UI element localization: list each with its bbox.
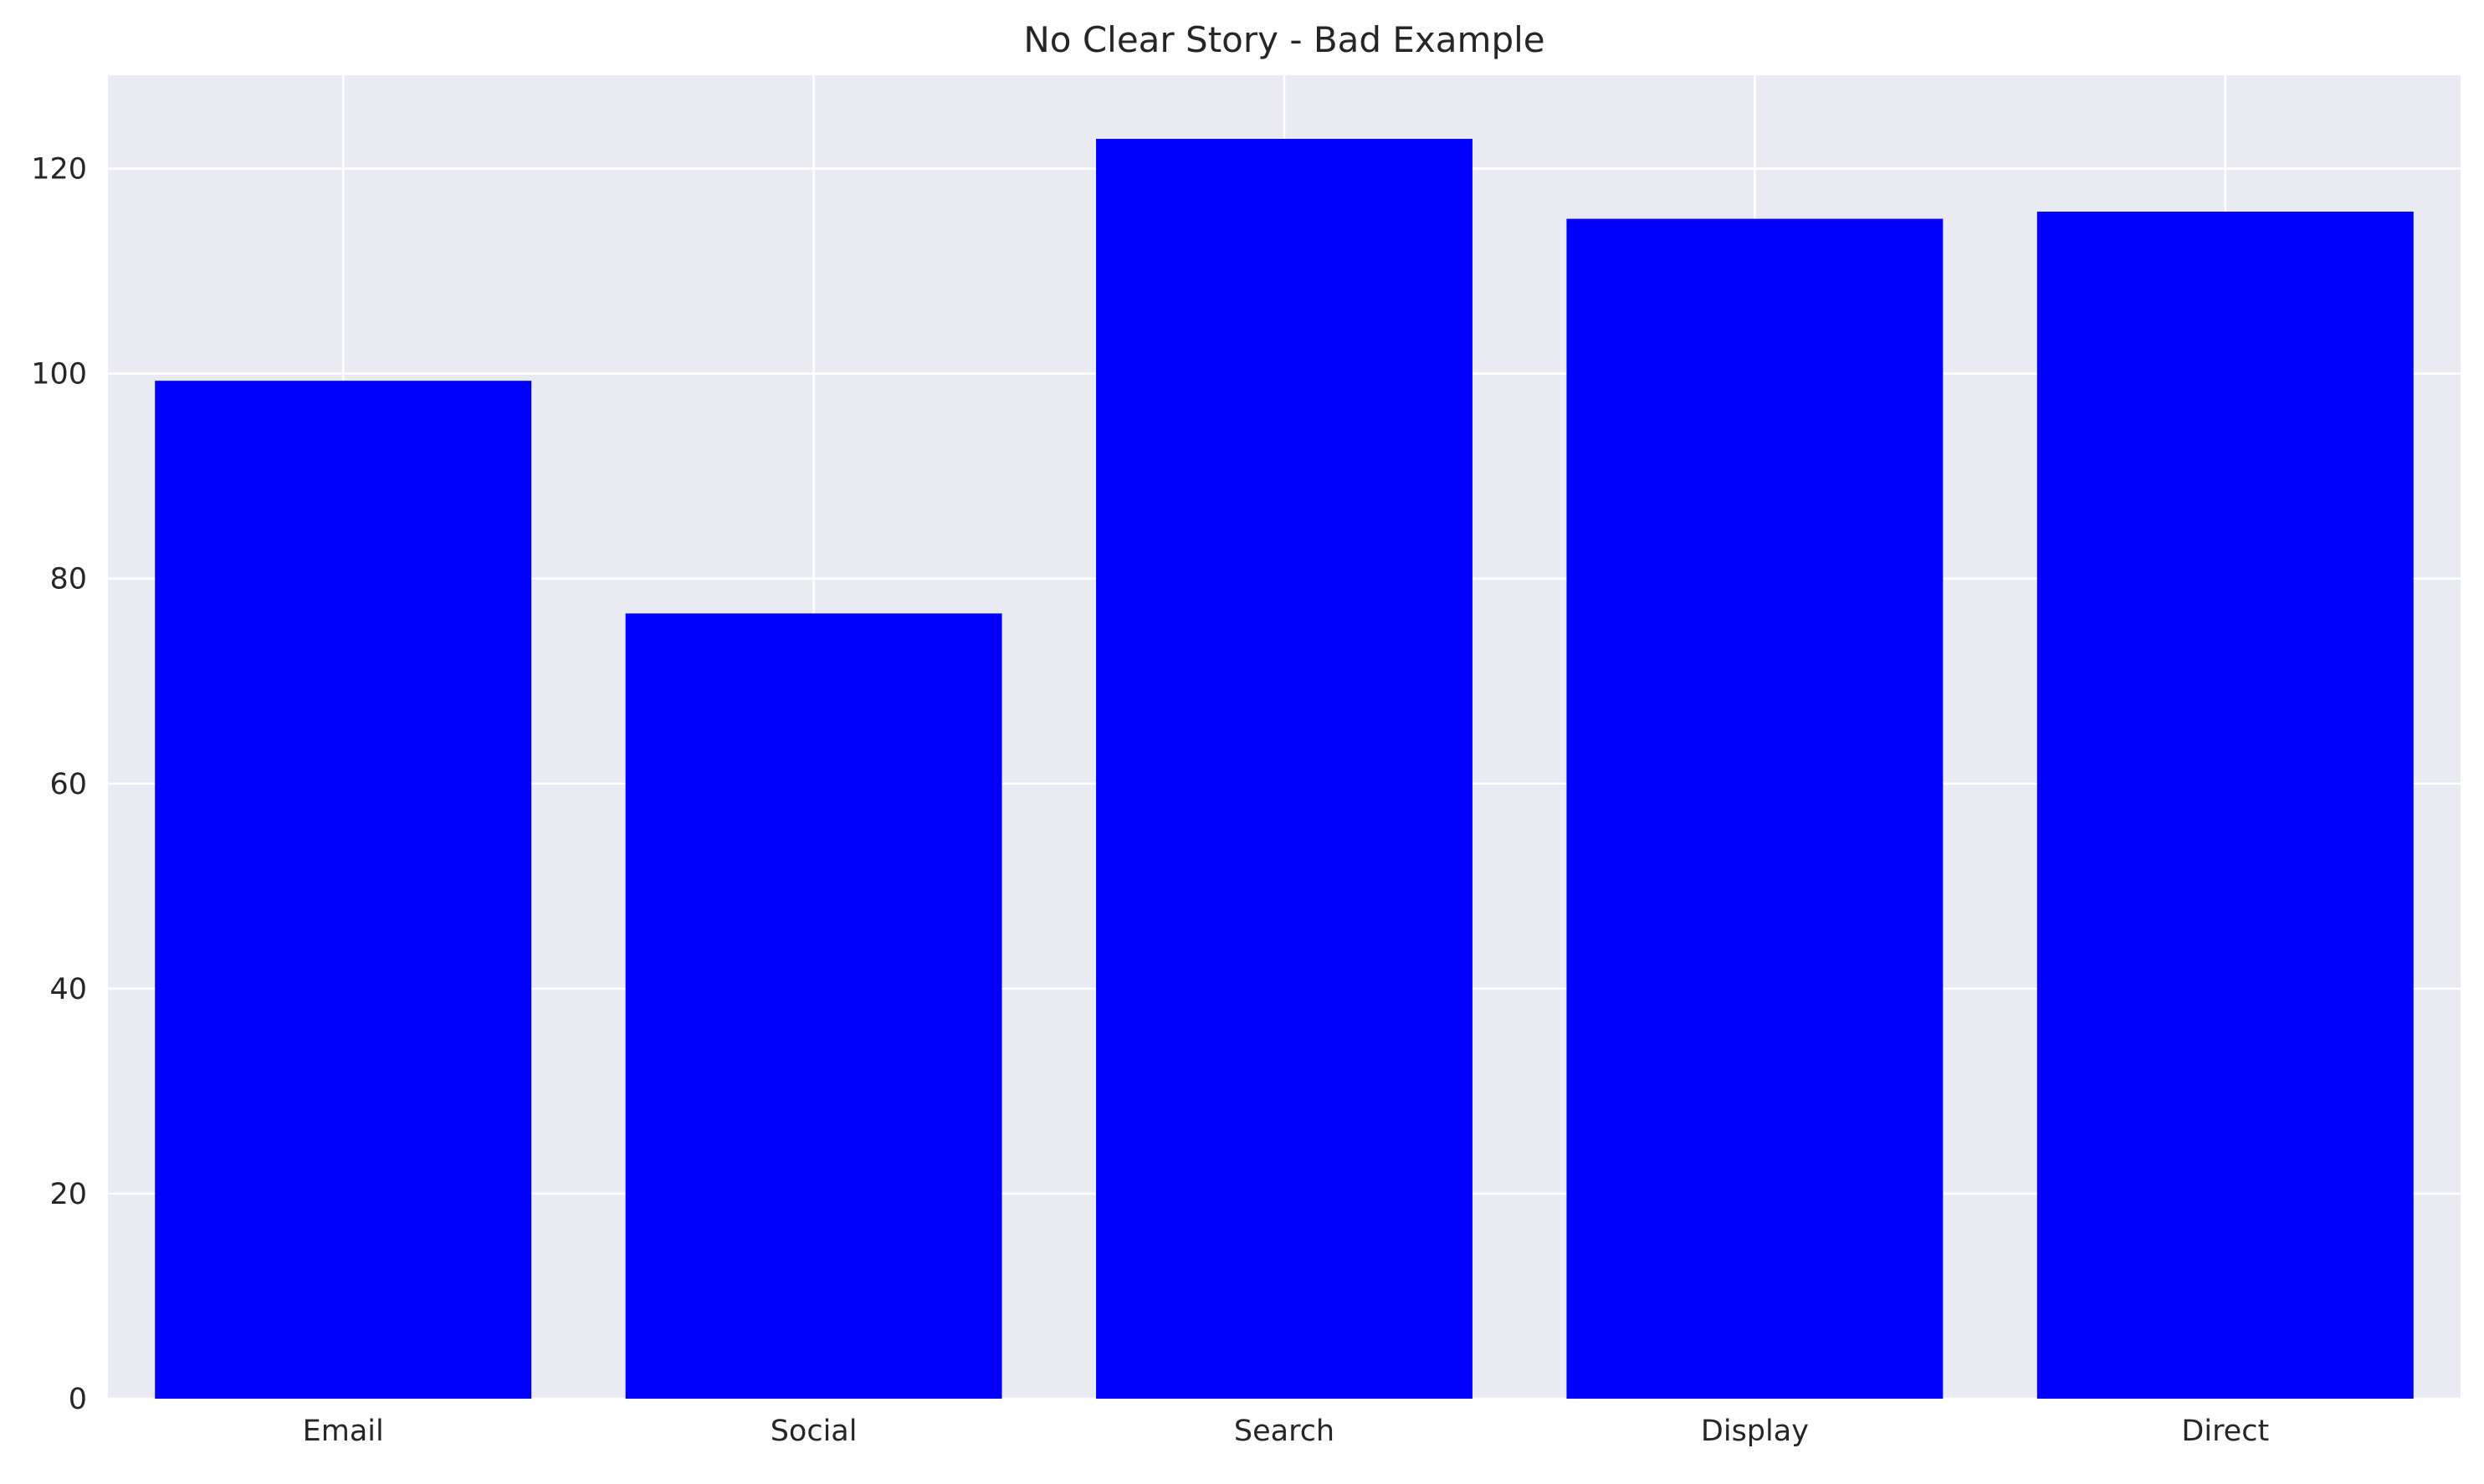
y-tick-label: 120 — [31, 153, 87, 187]
x-tick-label: Search — [1234, 1415, 1334, 1448]
y-tick-label: 100 — [31, 358, 87, 391]
y-tick-label: 0 — [69, 1383, 87, 1416]
bars — [155, 138, 2414, 1400]
y-axis-tick-labels: 0 20 40 60 80 100 120 — [31, 153, 87, 1416]
bar-direct — [2036, 211, 2414, 1399]
bar-display — [1566, 218, 1944, 1400]
y-tick-label: 60 — [49, 768, 87, 801]
bar-search — [1096, 138, 1472, 1399]
y-tick-label: 40 — [49, 973, 87, 1006]
bar-social — [625, 613, 1002, 1399]
y-tick-label: 80 — [49, 563, 87, 596]
x-tick-label: Display — [1701, 1415, 1809, 1448]
y-tick-label: 20 — [49, 1178, 87, 1211]
x-tick-label: Email — [303, 1415, 384, 1448]
bar-email — [155, 381, 532, 1400]
x-tick-label: Social — [771, 1415, 858, 1448]
x-axis-tick-labels: Email Social Search Display Direct — [303, 1415, 2270, 1448]
x-tick-label: Direct — [2181, 1415, 2269, 1448]
chart-title: No Clear Story - Bad Example — [1023, 19, 1544, 60]
